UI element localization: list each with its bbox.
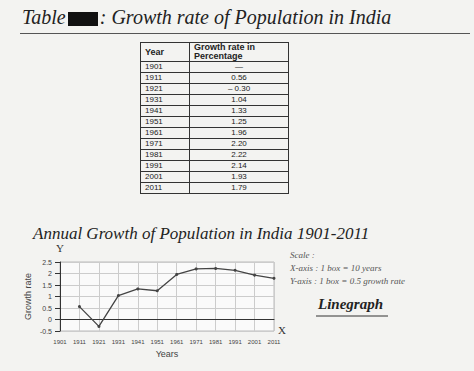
svg-text:0: 0 <box>48 316 52 323</box>
html-text:1.33: 1.33 <box>231 106 247 115</box>
svg-text:Linegraph: Linegraph <box>317 296 383 312</box>
html-text:2001: 2001 <box>145 172 163 181</box>
svg-text:1981: 1981 <box>209 339 223 345</box>
svg-text:X: X <box>278 324 286 336</box>
html-text:2.14: 2.14 <box>231 161 247 170</box>
svg-text:1971: 1971 <box>190 339 204 345</box>
svg-text:1941: 1941 <box>131 339 145 345</box>
html-text:Table: Table <box>22 6 66 28</box>
svg-text:0.5: 0.5 <box>42 305 52 312</box>
html-text:1921: 1921 <box>145 84 163 93</box>
svg-text:1931: 1931 <box>112 339 126 345</box>
html-text:1.25: 1.25 <box>231 117 247 126</box>
html-text:2.20: 2.20 <box>231 139 247 148</box>
html-text:1991: 1991 <box>145 161 163 170</box>
svg-text:2.5: 2.5 <box>42 259 52 266</box>
html-text:1911: 1911 <box>145 73 163 82</box>
html-text:1981: 1981 <box>145 150 163 159</box>
svg-text:Annual Growth of Population in: Annual Growth of Population in India 190… <box>32 224 369 243</box>
svg-text:1991: 1991 <box>228 339 242 345</box>
html-text:Year: Year <box>145 46 164 57</box>
svg-text:X-axis : 1 box = 10 years: X-axis : 1 box = 10 years <box>289 263 382 273</box>
svg-text:2: 2 <box>48 270 52 277</box>
html-text:1.93: 1.93 <box>231 172 247 181</box>
html-text:1.96: 1.96 <box>231 128 247 137</box>
html-text:1.04: 1.04 <box>231 95 247 104</box>
svg-text:Growth rate: Growth rate <box>23 273 33 320</box>
html-text:– 0.30: – 0.30 <box>227 84 251 93</box>
svg-text:1901: 1901 <box>53 339 67 345</box>
svg-text:2001: 2001 <box>248 339 262 345</box>
svg-text:1911: 1911 <box>73 339 87 345</box>
html-text:1971: 1971 <box>145 139 163 148</box>
html-text:1.79: 1.79 <box>231 183 247 192</box>
svg-text:-0.5: -0.5 <box>40 328 52 335</box>
svg-text:Y: Y <box>56 242 64 254</box>
html-text:2011: 2011 <box>145 183 163 192</box>
svg-text:1951: 1951 <box>151 339 165 345</box>
svg-text:1921: 1921 <box>92 339 106 345</box>
html-text:0.56: 0.56 <box>231 73 247 82</box>
html-text:1951: 1951 <box>145 117 163 126</box>
svg-text:Years: Years <box>156 349 179 359</box>
svg-text:2011: 2011 <box>268 339 282 345</box>
html-text:1961: 1961 <box>145 128 163 137</box>
svg-text:1: 1 <box>48 293 52 300</box>
svg-text:1961: 1961 <box>170 339 184 345</box>
html-text:1941: 1941 <box>145 106 163 115</box>
html-text:: Growth rate of Population in: : Growth rate of Population in India <box>99 6 392 28</box>
html-text:Growth rate in Percentage: Growth rate in Percentage <box>194 42 255 61</box>
svg-text:Scale :: Scale : <box>290 250 315 260</box>
html-text:1931: 1931 <box>145 95 163 104</box>
svg-text:Y-axis : 1 box = 0.5 growth ra: Y-axis : 1 box = 0.5 growth rate <box>290 276 405 286</box>
html-text:2.22: 2.22 <box>231 150 247 159</box>
svg-text:1.5: 1.5 <box>42 282 52 289</box>
html-text:1901: 1901 <box>145 62 163 71</box>
